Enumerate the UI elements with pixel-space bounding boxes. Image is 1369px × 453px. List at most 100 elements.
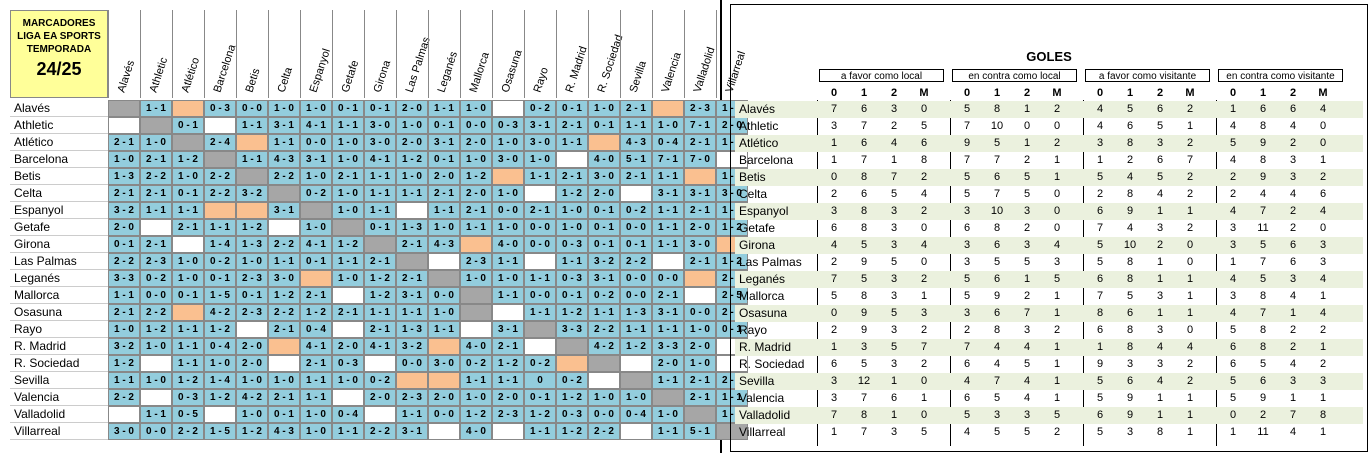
score-cell: 1 - 1 [332,423,364,440]
self-cell [588,355,620,372]
score-cell: 1 - 4 [204,236,236,253]
score-cell: 1 - 0 [300,423,332,440]
goles-value: 4 [920,188,928,200]
goles-value: 6 [1126,120,1134,132]
score-cell: 2 - 3 [684,100,716,117]
score-cell: 1 - 0 [268,372,300,389]
goles-value: 6 [1289,256,1297,268]
score-cell: 0 - 0 [620,219,652,236]
score-cell: 1 - 1 [140,100,172,117]
score-cell: 2 - 2 [140,168,172,185]
score-cell: 1 - 1 [204,219,236,236]
score-cell: 0 - 2 [364,372,396,389]
goles-value: 1 [1186,273,1194,285]
goles-value: 5 [1126,103,1134,115]
goles-value: 6 [1096,205,1104,217]
goles-value: 7 [1096,290,1104,302]
goles-value: 10 [1123,239,1137,251]
score-cell: 4 - 1 [300,338,332,355]
goles-value: 5 [890,307,898,319]
empty-cell [716,151,748,168]
score-cell: 7 - 0 [684,151,716,168]
score-cell: 4 - 0 [460,338,492,355]
score-cell: 4 - 3 [620,134,652,151]
goles-value: 9 [1126,409,1134,421]
score-cell: 1 - 0 [300,168,332,185]
goles-team-label: R. Madrid [739,340,792,354]
goles-value: 3 [1096,137,1104,149]
goles-value: 3 [830,205,838,217]
row-header: Rayo [10,321,108,338]
goles-team-label: Celta [739,187,768,201]
goles-value: 5 [890,188,898,200]
score-cell: 0 [524,372,556,389]
goles-group-header: a favor como visitante [1085,69,1210,82]
score-cell: 3 - 2 [588,253,620,270]
row-header: Sevilla [10,372,108,389]
goles-value: 2 [1053,324,1061,336]
score-cell: 1 - 0 [524,151,556,168]
goles-value: 4 [1229,205,1237,217]
score-cell: 1 - 3 [236,236,268,253]
empty-cell [268,219,300,236]
score-cell: 2 - 0 [460,134,492,151]
goles-value: 1 [830,341,838,353]
goles-value: 9 [1096,358,1104,370]
goles-value: 1 [1053,392,1061,404]
row-header: Leganés [10,270,108,287]
column-header: Osasuna [492,10,525,98]
score-cell: 2 - 1 [492,338,524,355]
goles-value: 4 [1229,154,1237,166]
goles-value: 4 [1096,120,1104,132]
score-cell: 2 - 2 [364,423,396,440]
goles-team-label: Rayo [739,323,768,337]
goles-value: 3 [890,222,898,234]
empty-cell [524,338,556,355]
goles-value: 3 [1319,239,1327,251]
goles-value: 5 [993,426,1001,438]
goles-value: 8 [1126,341,1134,353]
empty-cell [588,372,620,389]
score-cell: 1 - 1 [300,389,332,406]
goles-value: 2 [1289,341,1297,353]
score-cell: 0 - 3 [556,406,588,423]
score-cell: 1 - 0 [332,372,364,389]
goles-value: 5 [890,341,898,353]
column-header-label: R. Madrid [563,44,590,94]
goles-value: 1 [1053,307,1061,319]
self-cell [204,151,236,168]
goles-value: 6 [1259,375,1267,387]
score-cell: 1 - 0 [236,372,268,389]
column-header: Valencia [652,10,684,98]
goles-value: 1 [890,409,898,421]
goles-value: 5 [920,120,928,132]
goles-value: 5 [890,256,898,268]
goles-value: 7 [1096,222,1104,234]
goles-value: 6 [1319,188,1327,200]
score-cell: 0 - 1 [236,287,268,304]
goles-value: 2 [1053,426,1061,438]
self-cell [652,389,684,406]
goles-sub-header: 0 [1096,87,1104,99]
score-cell: 1 - 1 [364,202,396,219]
score-cell: 1 - 5 [204,287,236,304]
score-cell: 1 - 3 [620,304,652,321]
goles-value: 4 [1053,239,1061,251]
empty-cell [204,406,236,423]
score-cell: 0 - 2 [204,253,236,270]
row-header: Valencia [10,389,108,406]
goles-value: 7 [1259,307,1267,319]
score-cell: 1 - 2 [204,321,236,338]
pending-cell [428,338,460,355]
score-cell: 3 - 2 [108,338,140,355]
score-cell: 0 - 4 [300,321,332,338]
score-cell: 1 - 2 [172,372,204,389]
goles-value: 1 [1289,307,1297,319]
column-header: Mallorca [460,10,492,98]
pending-cell [396,372,428,389]
goles-value: 3 [890,205,898,217]
goles-team-label: Girona [739,238,776,252]
score-cell: 1 - 1 [556,134,588,151]
goles-value: 1 [1096,154,1104,166]
score-cell: 0 - 1 [268,406,300,423]
